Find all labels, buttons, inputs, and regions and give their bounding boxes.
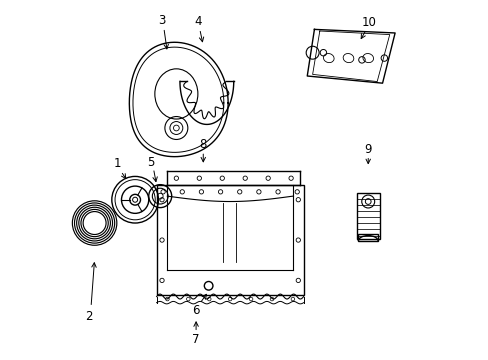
Bar: [358, 234, 377, 241]
Text: 4: 4: [194, 15, 201, 28]
Text: 9: 9: [364, 143, 371, 156]
Text: 1: 1: [113, 157, 121, 170]
Text: 5: 5: [146, 156, 154, 168]
Bar: [356, 193, 379, 239]
Text: 8: 8: [199, 138, 206, 150]
Text: 10: 10: [361, 16, 376, 29]
Text: 2: 2: [84, 310, 92, 323]
Bar: [156, 185, 303, 295]
Text: 6: 6: [192, 305, 200, 318]
Text: 3: 3: [158, 14, 165, 27]
Text: 7: 7: [192, 333, 200, 346]
